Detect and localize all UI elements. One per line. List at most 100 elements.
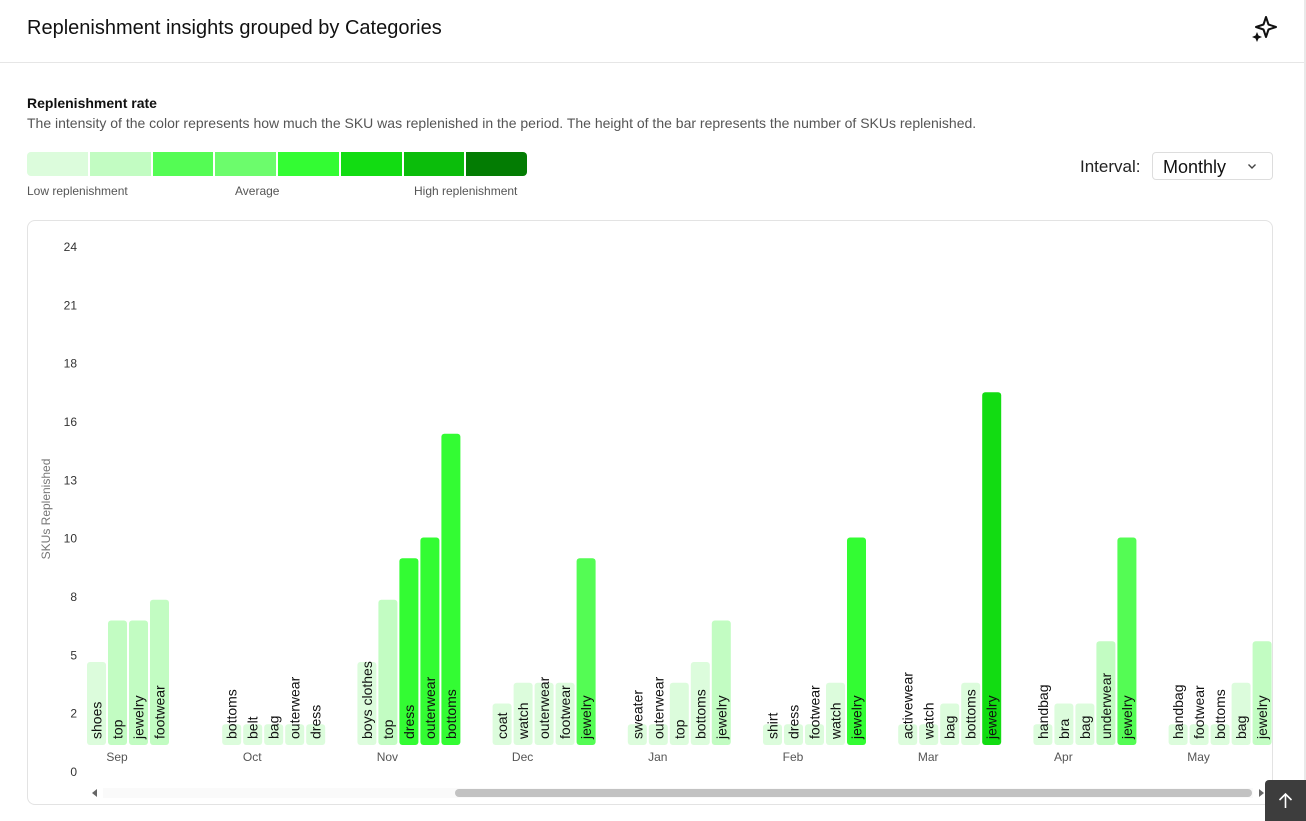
bar: [87, 662, 106, 745]
bar: [1210, 724, 1230, 745]
scroll-right-arrow-icon[interactable]: [1255, 787, 1267, 799]
page-title: Replenishment insights grouped by Catego…: [27, 17, 442, 39]
bar: [492, 703, 512, 745]
x-month-label: Oct: [243, 750, 262, 764]
x-month-label: Sep: [106, 750, 128, 764]
color-legend: [27, 152, 527, 176]
bar-category-label: outerwear: [287, 676, 303, 739]
legend-low-label: Low replenishment: [27, 184, 128, 198]
bar: [1189, 724, 1209, 745]
bar-category-label: dress: [308, 705, 324, 739]
y-tick-label: 5: [70, 648, 77, 662]
y-tick-label: 2: [70, 707, 77, 721]
bar: [306, 724, 326, 745]
bar-category-label: outerwear: [422, 676, 438, 739]
y-tick-label: 0: [70, 765, 77, 779]
legend-swatch: [403, 152, 465, 176]
bar-category-label: dress: [786, 705, 802, 739]
bar: [285, 724, 305, 745]
bar: [222, 724, 242, 745]
bar: [1168, 724, 1188, 745]
interval-select[interactable]: Monthly: [1152, 152, 1273, 180]
y-tick-label: 18: [64, 357, 78, 371]
y-tick-label: 8: [70, 590, 77, 604]
bar: [1096, 641, 1116, 745]
x-month-label: May: [1187, 750, 1210, 764]
bar-category-label: jewelry: [984, 695, 1000, 740]
bar: [1231, 682, 1251, 745]
bar: [420, 537, 440, 745]
bar: [1075, 703, 1095, 745]
legend-high-label: High replenishment: [414, 184, 518, 198]
bar-category-label: bottoms: [692, 689, 708, 739]
legend-swatch: [466, 152, 527, 176]
bar: [648, 724, 668, 745]
bar: [399, 558, 419, 745]
page-scrollbar[interactable]: [1304, 0, 1306, 821]
legend-average-label: Average: [235, 184, 280, 198]
bar-category-label: shirt: [765, 712, 781, 739]
bar-category-label: footwear: [557, 685, 573, 739]
bar-category-label: handbag: [1170, 684, 1186, 739]
bar: [805, 724, 824, 745]
y-tick-label: 16: [64, 415, 78, 429]
bar: [711, 620, 731, 745]
x-month-label: Dec: [512, 750, 533, 764]
bar: [1033, 724, 1053, 745]
bar-category-label: top: [380, 719, 396, 739]
bar-category-label: jewelry: [131, 695, 147, 740]
bar-category-label: bottoms: [443, 689, 459, 739]
section-title: Replenishment rate: [27, 95, 157, 111]
bar-category-label: outerwear: [650, 676, 666, 739]
legend-swatch: [278, 152, 339, 176]
bar-category-label: bag: [1233, 716, 1249, 739]
section-description: The intensity of the color represents ho…: [27, 115, 977, 131]
bar: [150, 599, 169, 745]
chevron-down-icon: [1248, 164, 1256, 169]
sparkle-icon[interactable]: [1250, 14, 1280, 44]
legend-swatch: [89, 152, 151, 176]
bar-category-label: jewelry: [713, 695, 729, 740]
x-month-label: Feb: [783, 750, 804, 764]
bar-category-label: shoes: [89, 702, 105, 739]
y-tick-label: 10: [64, 532, 78, 546]
x-month-label: Nov: [377, 750, 398, 764]
bar: [940, 703, 960, 745]
scroll-left-arrow-icon[interactable]: [89, 787, 101, 799]
bar-category-label: bottoms: [963, 689, 979, 739]
bar-category-label: watch: [515, 702, 531, 740]
bar: [669, 682, 689, 745]
x-month-label: Jan: [648, 750, 667, 764]
horizontal-scroll-thumb[interactable]: [455, 789, 1252, 797]
bar: [1117, 537, 1137, 745]
bar: [264, 724, 284, 745]
x-month-label: Mar: [918, 750, 939, 764]
bar: [784, 724, 803, 745]
interval-label: Interval:: [1080, 157, 1141, 176]
legend-swatch: [340, 152, 402, 176]
bar-category-label: bag: [1077, 716, 1093, 739]
bar: [898, 724, 918, 745]
legend-swatch: [215, 152, 276, 176]
bar: [441, 433, 461, 745]
bar-category-label: bottoms: [1212, 689, 1228, 739]
bar-category-label: coat: [494, 712, 510, 739]
bar: [847, 537, 866, 745]
bar-category-label: bottoms: [224, 689, 240, 739]
bar: [961, 682, 981, 745]
bar-category-label: top: [671, 719, 687, 739]
bar-category-label: footwear: [807, 685, 823, 739]
interval-value: Monthly: [1163, 157, 1227, 177]
bar: [1054, 703, 1074, 745]
bar-category-label: activewear: [900, 672, 916, 739]
bar: [243, 724, 263, 745]
bar: [627, 724, 647, 745]
bar-category-label: belt: [245, 716, 261, 739]
bar-category-label: watch: [828, 702, 844, 740]
page-header: Replenishment insights grouped by Catego…: [0, 0, 1304, 63]
back-to-top-button[interactable]: [1265, 780, 1306, 821]
bar-category-label: bra: [1056, 719, 1072, 739]
bar-category-label: footwear: [1191, 685, 1207, 739]
bar: [513, 682, 533, 745]
bar-category-label: dress: [401, 705, 417, 739]
